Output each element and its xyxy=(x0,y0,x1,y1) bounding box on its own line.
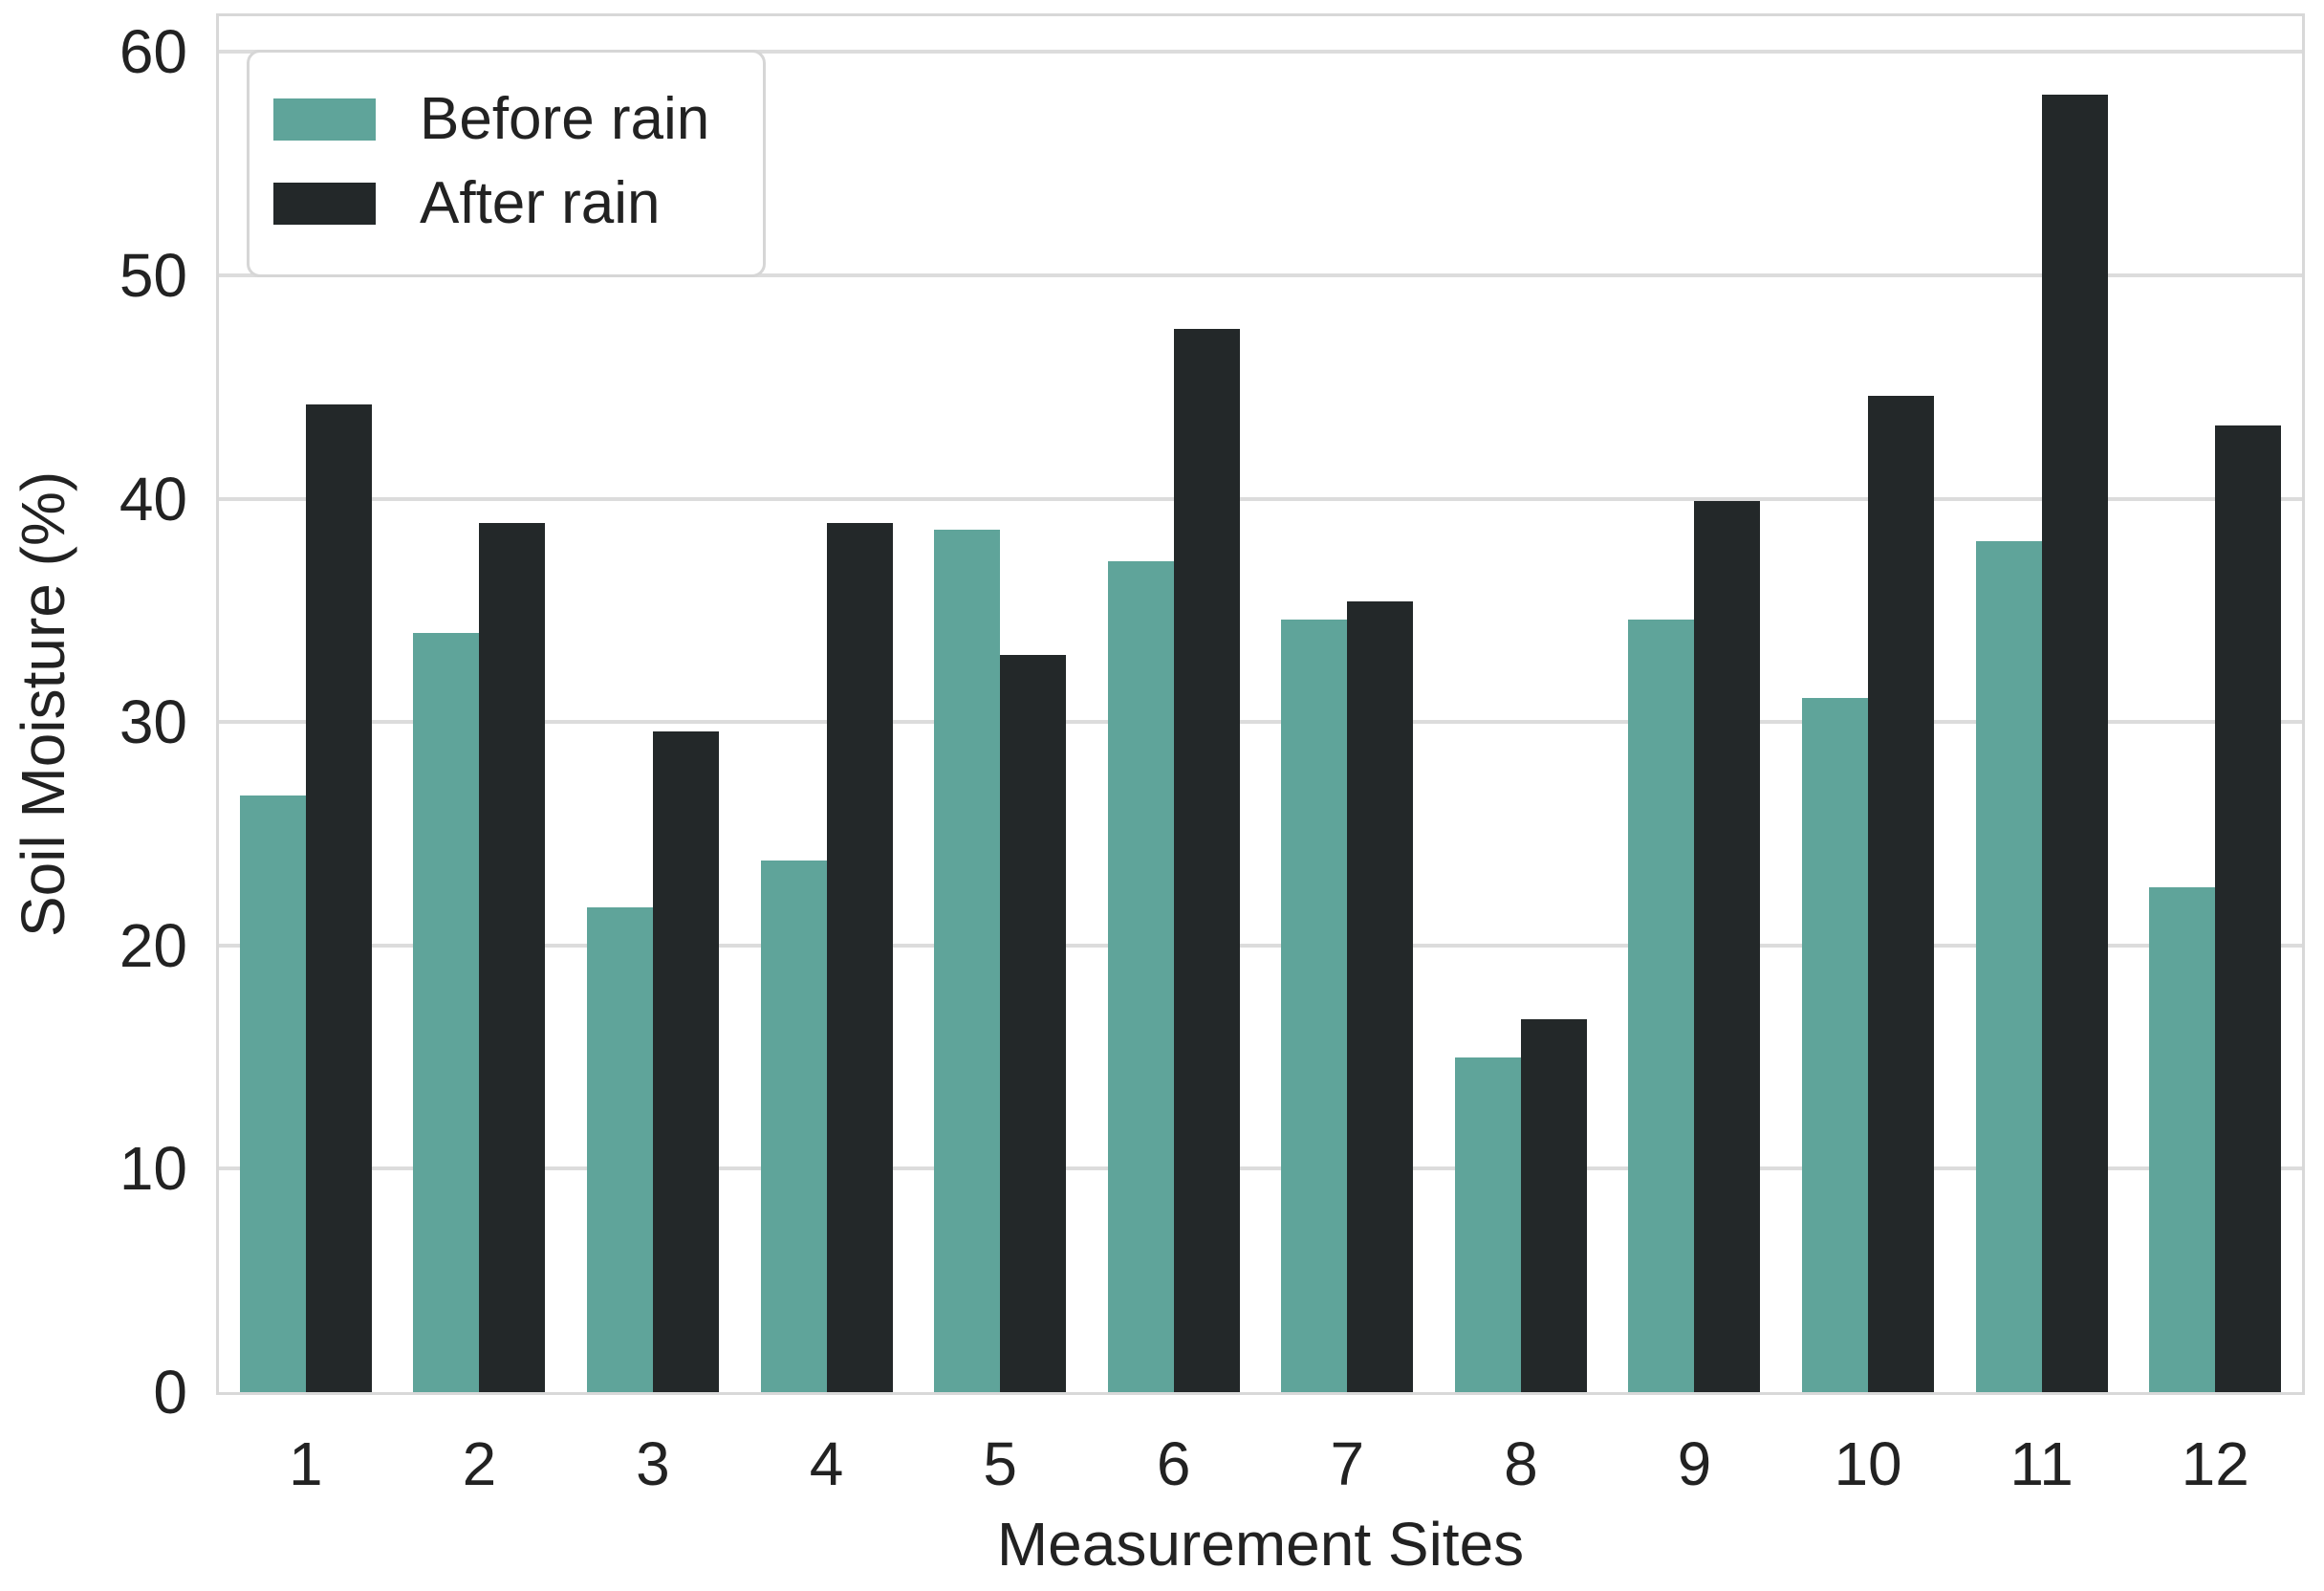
x-tick-label-4: 4 xyxy=(809,1429,844,1498)
y-tick-label-50: 50 xyxy=(119,240,187,310)
x-tick-label-6: 6 xyxy=(1156,1429,1191,1498)
bar-before-rain-site-5 xyxy=(934,530,1001,1392)
x-tick-label-7: 7 xyxy=(1330,1429,1365,1498)
x-tick-label-12: 12 xyxy=(2181,1429,2249,1498)
bar-before-rain-site-4 xyxy=(760,861,827,1392)
plot-area: Before rain After rain xyxy=(216,13,2305,1395)
bar-after-rain-site-6 xyxy=(1173,329,1240,1392)
legend-row-2: After rain xyxy=(273,162,709,246)
x-tick-label-1: 1 xyxy=(288,1429,323,1498)
bar-before-rain-site-2 xyxy=(413,632,480,1392)
bar-before-rain-site-6 xyxy=(1107,561,1174,1392)
bar-after-rain-site-9 xyxy=(1694,500,1761,1392)
gridline-y-50 xyxy=(219,272,2302,277)
bar-after-rain-site-11 xyxy=(2041,94,2108,1392)
bar-before-rain-site-3 xyxy=(586,907,653,1392)
x-axis-label: Measurement Sites xyxy=(996,1510,1525,1579)
bar-before-rain-site-10 xyxy=(1802,697,1869,1392)
y-tick-label-40: 40 xyxy=(119,464,187,534)
y-tick-label-20: 20 xyxy=(119,910,187,980)
x-tick-label-8: 8 xyxy=(1504,1429,1538,1498)
y-tick-label-30: 30 xyxy=(119,687,187,757)
bar-after-rain-site-1 xyxy=(305,404,372,1392)
x-tick-label-5: 5 xyxy=(983,1429,1017,1498)
bar-after-rain-site-3 xyxy=(652,730,719,1392)
x-tick-label-10: 10 xyxy=(1834,1429,1902,1498)
bar-after-rain-site-8 xyxy=(1520,1018,1587,1392)
gridline-y-30 xyxy=(219,720,2302,725)
bar-after-rain-site-12 xyxy=(2215,425,2282,1392)
gridline-y-20 xyxy=(219,943,2302,948)
legend-row-1: Before rain xyxy=(273,77,709,162)
x-tick-label-2: 2 xyxy=(462,1429,497,1498)
gridline-y-40 xyxy=(219,496,2302,501)
bar-after-rain-site-5 xyxy=(1000,655,1067,1392)
x-tick-label-11: 11 xyxy=(2009,1429,2074,1498)
bar-before-rain-site-8 xyxy=(1454,1057,1521,1392)
x-tick-label-9: 9 xyxy=(1677,1429,1712,1498)
bar-after-rain-site-4 xyxy=(826,523,893,1392)
legend: Before rain After rain xyxy=(247,50,767,277)
bar-before-rain-site-1 xyxy=(239,796,306,1392)
legend-label-after-rain: After rain xyxy=(420,170,661,236)
bar-after-rain-site-2 xyxy=(479,523,546,1392)
x-axis-ticks: 1 2 3 4 5 6 7 8 9 10 11 12 xyxy=(219,1433,2302,1500)
legend-label-before-rain: Before rain xyxy=(420,86,710,152)
gridline-y-10 xyxy=(219,1166,2302,1171)
y-axis-ticks: 0 10 20 30 40 50 60 xyxy=(0,16,187,1423)
bar-before-rain-site-7 xyxy=(1281,619,1348,1392)
bar-after-rain-site-7 xyxy=(1347,601,1414,1392)
gridline-y-60 xyxy=(219,50,2302,54)
y-tick-label-60: 60 xyxy=(119,17,187,87)
bar-before-rain-site-12 xyxy=(2149,887,2216,1392)
legend-swatch-after-rain xyxy=(273,183,376,225)
bar-before-rain-site-9 xyxy=(1628,619,1695,1392)
y-tick-label-0: 0 xyxy=(153,1358,187,1427)
x-tick-label-3: 3 xyxy=(636,1429,670,1498)
legend-swatch-before-rain xyxy=(273,98,376,141)
y-tick-label-10: 10 xyxy=(119,1134,187,1204)
bar-before-rain-site-11 xyxy=(1975,540,2042,1392)
bar-after-rain-site-10 xyxy=(1868,396,1935,1392)
